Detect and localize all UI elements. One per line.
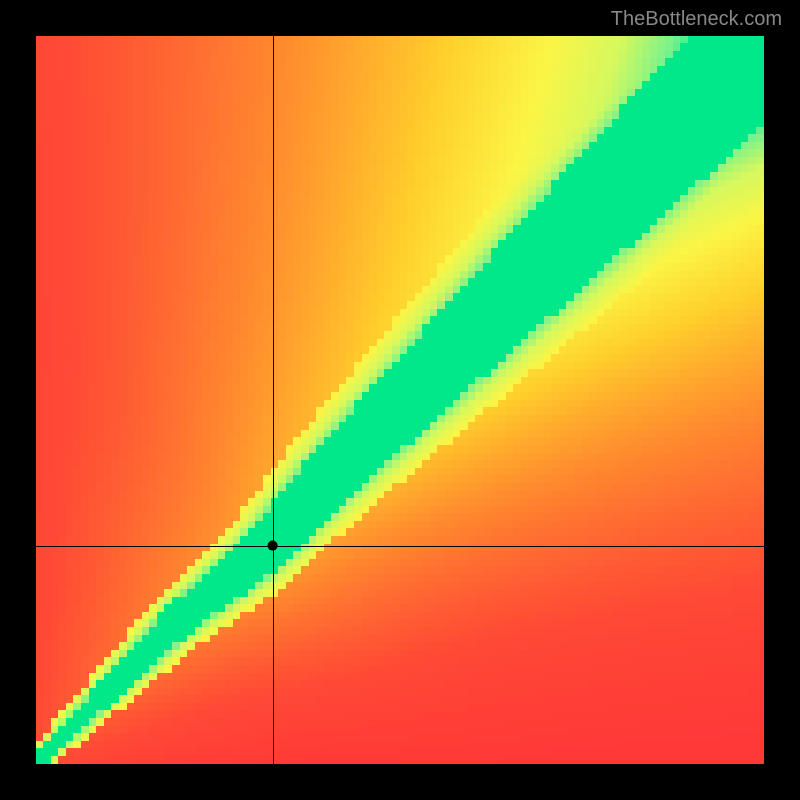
heatmap-canvas (36, 36, 764, 764)
watermark-text: TheBottleneck.com (611, 8, 782, 31)
bottleneck-heatmap (36, 36, 764, 764)
page-root: TheBottleneck.com (0, 0, 800, 800)
